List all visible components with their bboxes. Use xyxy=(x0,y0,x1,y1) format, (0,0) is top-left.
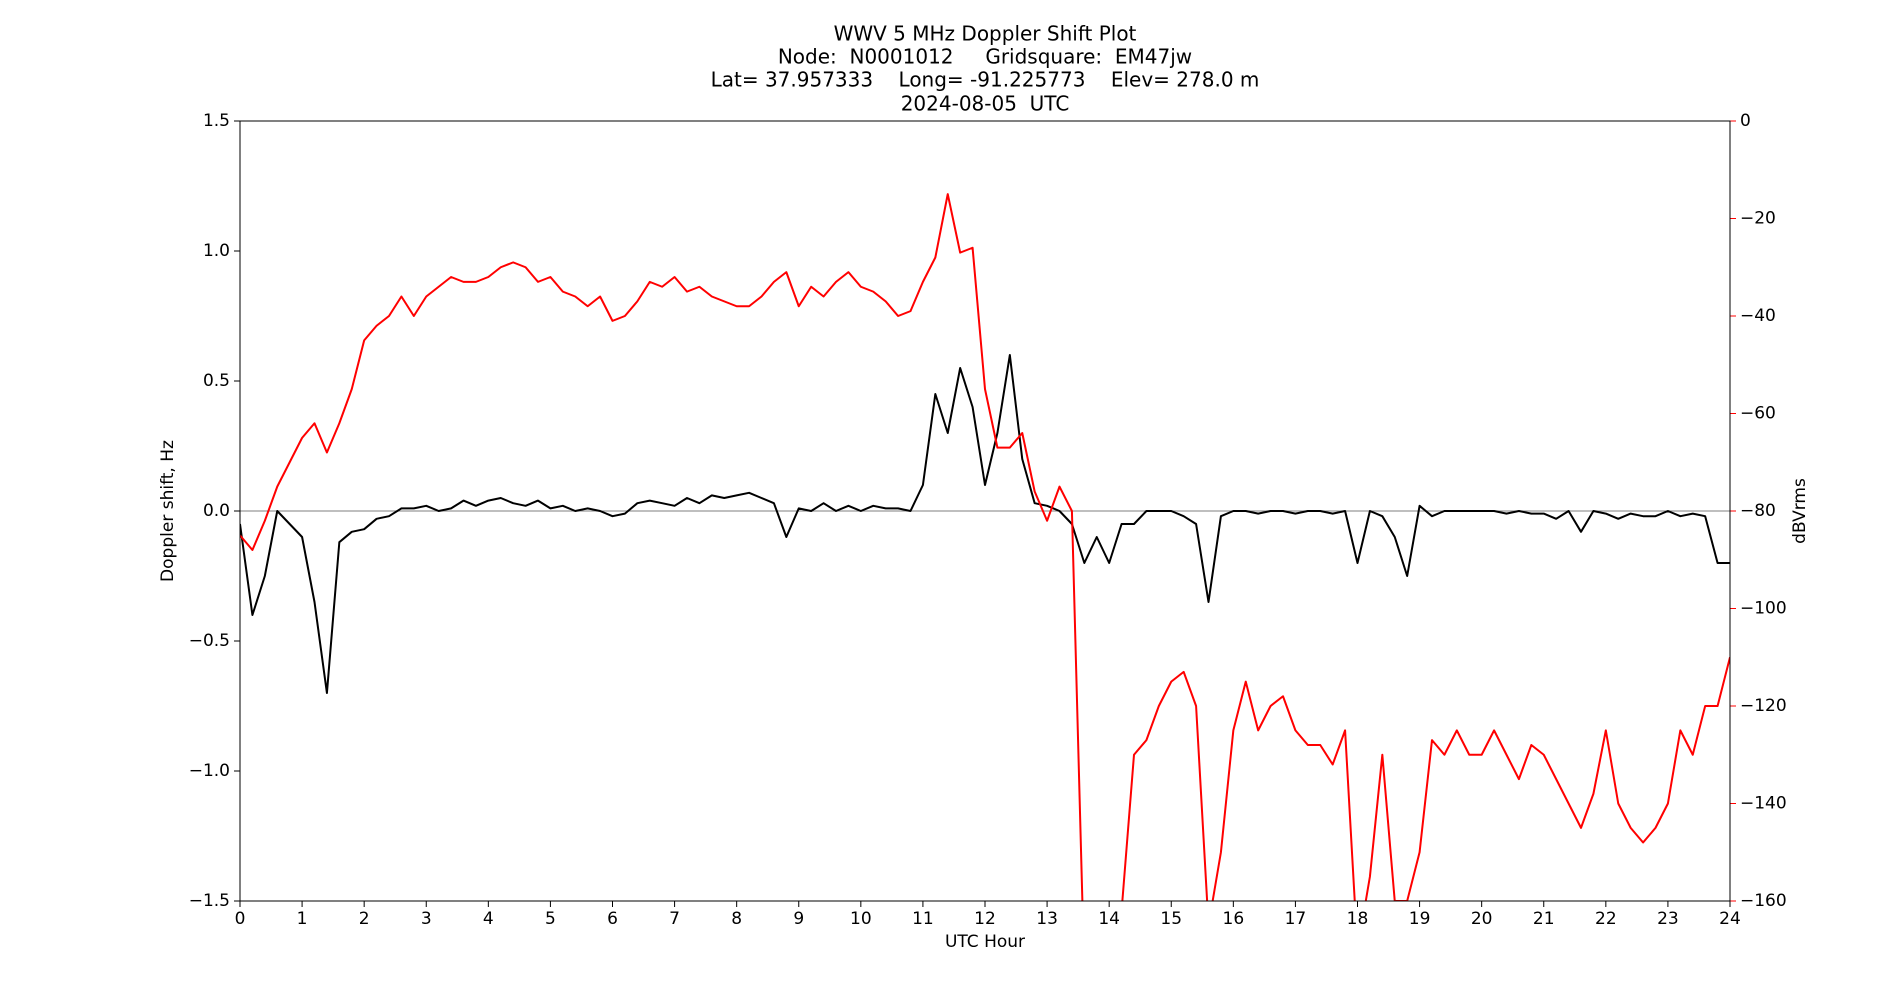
y2-axis-label: dBVrms xyxy=(1790,478,1810,544)
y-axis-label: Doppler shift, Hz xyxy=(158,440,178,582)
y2-tick-label: −120 xyxy=(1740,696,1787,716)
y2-tick-label: −140 xyxy=(1740,794,1787,814)
x-tick-label: 6 xyxy=(607,909,618,929)
x-tick-label: 13 xyxy=(1036,909,1058,929)
x-tick-label: 14 xyxy=(1098,909,1120,929)
x-tick-label: 0 xyxy=(235,909,246,929)
x-tick-label: 20 xyxy=(1471,909,1493,929)
y-tick-label: 1.0 xyxy=(203,241,230,261)
y2-tick-label: −160 xyxy=(1740,891,1787,911)
x-tick-label: 3 xyxy=(421,909,432,929)
y-tick-label: −1.5 xyxy=(189,891,230,911)
x-tick-label: 19 xyxy=(1409,909,1431,929)
x-tick-label: 10 xyxy=(850,909,872,929)
x-tick-label: 18 xyxy=(1347,909,1369,929)
x-tick-label: 5 xyxy=(545,909,556,929)
y2-tick-label: 0 xyxy=(1740,111,1751,131)
y2-tick-label: −60 xyxy=(1740,404,1776,424)
data-line xyxy=(240,354,1730,694)
x-tick-label: 22 xyxy=(1595,909,1617,929)
data-line xyxy=(240,193,1730,901)
x-tick-label: 21 xyxy=(1533,909,1555,929)
x-tick-label: 11 xyxy=(912,909,934,929)
x-tick-label: 15 xyxy=(1160,909,1182,929)
x-tick-label: 1 xyxy=(297,909,308,929)
chart-subtitle: Node: N0001012 Gridsquare: EM47jw xyxy=(778,45,1192,69)
x-tick-label: 17 xyxy=(1285,909,1307,929)
x-tick-label: 16 xyxy=(1223,909,1245,929)
y-tick-label: −1.0 xyxy=(189,761,230,781)
x-tick-label: 2 xyxy=(359,909,370,929)
y-tick-label: −0.5 xyxy=(189,631,230,651)
chart-title: WWV 5 MHz Doppler Shift Plot xyxy=(834,22,1137,46)
y-tick-label: 0.5 xyxy=(203,371,230,391)
y2-tick-label: −20 xyxy=(1740,209,1776,229)
y-tick-label: 1.5 xyxy=(203,111,230,131)
x-axis-label: UTC Hour xyxy=(945,932,1025,952)
plot-frame xyxy=(239,120,1731,902)
y2-tick-label: −100 xyxy=(1740,599,1787,619)
y-tick-label: 0.0 xyxy=(203,501,230,521)
x-tick-label: 8 xyxy=(731,909,742,929)
x-tick-label: 24 xyxy=(1719,909,1741,929)
chart-subtitle: Lat= 37.957333 Long= -91.225773 Elev= 27… xyxy=(711,68,1260,92)
x-tick-label: 7 xyxy=(669,909,680,929)
chart-subtitle: 2024-08-05 UTC xyxy=(901,92,1070,116)
x-tick-label: 23 xyxy=(1657,909,1679,929)
y2-tick-label: −80 xyxy=(1740,501,1776,521)
y2-tick-label: −40 xyxy=(1740,306,1776,326)
x-tick-label: 4 xyxy=(483,909,494,929)
x-tick-label: 12 xyxy=(974,909,996,929)
x-tick-label: 9 xyxy=(793,909,804,929)
